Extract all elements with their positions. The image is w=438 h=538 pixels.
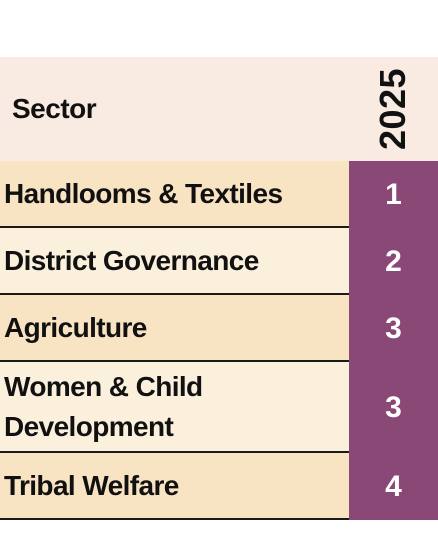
sector-name: Tribal Welfare [4,469,179,501]
column-header-year-cell: 2025 [349,57,438,161]
rank-value: 3 [349,362,438,453]
table-row: Handlooms & Textiles 1 [0,161,438,228]
table-row: Women & Child Development 3 [0,362,438,453]
sector-name: District Governance [4,244,259,276]
rank-value: 1 [349,161,438,228]
table-row: District Governance 2 [0,228,438,295]
table-row: Tribal Welfare 4 [0,453,438,520]
sector-name: Women & Child Development [4,370,203,442]
ranking-table: Sector 2025 Handlooms & Textiles 1 Distr… [0,57,438,520]
rank-value: 4 [349,453,438,520]
sector-name: Agriculture [4,311,147,343]
rank-value: 3 [349,295,438,362]
rank-value: 2 [349,228,438,295]
column-header-year: 2025 [372,67,413,151]
sector-name: Handlooms & Textiles [4,177,283,209]
table-row: Agriculture 3 [0,295,438,362]
table-header: Sector 2025 [0,57,438,161]
column-header-sector: Sector [12,93,97,124]
